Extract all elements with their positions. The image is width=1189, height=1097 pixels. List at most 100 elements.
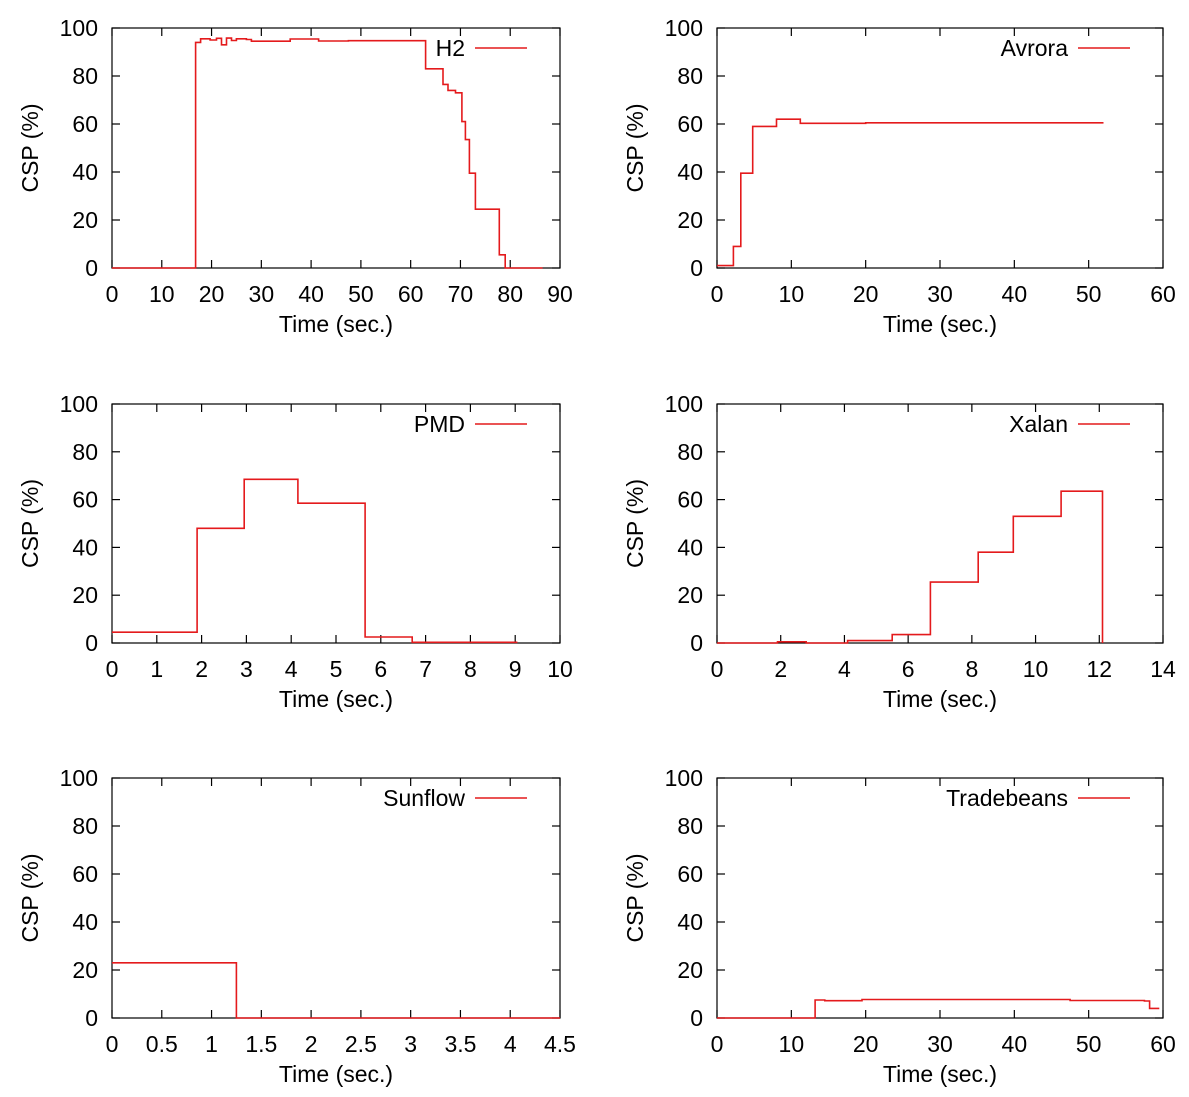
y-tick-label: 40 <box>72 909 98 935</box>
plot-frame <box>716 777 1164 1019</box>
chart-panel-4: 0 20 40 60 80 100 0 2 4 6 8 10 12 14 Time (sec.) CSP (%… <box>622 391 1176 712</box>
plot-frame <box>111 27 561 269</box>
chart-panel-6: 0 20 40 60 80 100 0 10 20 30 40 50 60 Time (sec.) CSP … <box>622 765 1176 1087</box>
series-line-xalan <box>717 490 1104 644</box>
x-tick-label: 7 <box>419 656 432 682</box>
plot-frame <box>111 403 561 644</box>
x-tick-label: 10 <box>779 1031 805 1057</box>
x-tick-label: 40 <box>298 281 324 307</box>
x-tick-label: 8 <box>464 656 477 682</box>
y-tick-label: 0 <box>690 1005 703 1031</box>
plot-frame <box>716 27 1164 269</box>
y-tick-label: 60 <box>72 487 98 513</box>
y-axis-label: CSP (%) <box>17 853 43 942</box>
legend-label: H2 <box>436 35 465 61</box>
x-tick-label: 4 <box>838 656 851 682</box>
x-tick-label: 2 <box>195 656 208 682</box>
y-tick-label: 80 <box>72 439 98 465</box>
x-tick-label: 90 <box>547 281 573 307</box>
chart-panel-1: 0 20 40 60 80 100 0 10 20 30 40 50 60 70 80 90 Time (sec… <box>17 15 573 337</box>
y-axis-label: CSP (%) <box>17 103 43 192</box>
x-tick-label: 6 <box>374 656 387 682</box>
y-tick-label: 80 <box>72 63 98 89</box>
y-tick-label: 100 <box>60 15 98 41</box>
x-tick-label: 30 <box>927 281 953 307</box>
x-tick-label: 10 <box>779 281 805 307</box>
x-tick-label: 1 <box>150 656 163 682</box>
x-tick-label: 0 <box>106 656 119 682</box>
legend-label: Tradebeans <box>946 785 1068 811</box>
y-tick-label: 60 <box>72 861 98 887</box>
x-tick-label: 30 <box>249 281 275 307</box>
x-tick-label: 1 <box>205 1031 218 1057</box>
y-tick-label: 0 <box>690 255 703 281</box>
x-tick-label: 0 <box>711 281 724 307</box>
x-axis-label: Time (sec.) <box>883 1061 997 1087</box>
y-axis-label: CSP (%) <box>622 853 648 942</box>
series-line-sunflow <box>112 962 560 1019</box>
x-tick-label: 0 <box>711 656 724 682</box>
plot-frame <box>111 777 561 1019</box>
x-tick-label: 0 <box>711 1031 724 1057</box>
x-tick-label: 10 <box>149 281 175 307</box>
x-tick-label: 9 <box>509 656 522 682</box>
y-tick-label: 60 <box>677 861 703 887</box>
x-tick-label: 40 <box>1002 281 1028 307</box>
y-axis-label: CSP (%) <box>622 479 648 568</box>
x-tick-label: 14 <box>1150 656 1176 682</box>
y-tick-label: 40 <box>677 159 703 185</box>
x-tick-label: 0 <box>106 281 119 307</box>
y-tick-label: 20 <box>677 207 703 233</box>
legend-label: PMD <box>414 411 465 437</box>
y-tick-label: 100 <box>60 391 98 417</box>
x-tick-label: 1.5 <box>245 1031 277 1057</box>
y-axis-label: CSP (%) <box>622 103 648 192</box>
x-tick-label: 0 <box>106 1031 119 1057</box>
y-tick-label: 100 <box>665 15 703 41</box>
series-line-h2 <box>112 37 543 269</box>
x-tick-label: 30 <box>927 1031 953 1057</box>
y-tick-label: 0 <box>85 255 98 281</box>
y-tick-label: 20 <box>72 207 98 233</box>
x-tick-label: 4 <box>504 1031 517 1057</box>
y-tick-label: 80 <box>677 439 703 465</box>
x-tick-label: 40 <box>1002 1031 1028 1057</box>
series-line-pmd <box>112 478 518 644</box>
y-tick-label: 60 <box>677 487 703 513</box>
x-tick-label: 6 <box>902 656 915 682</box>
y-tick-label: 20 <box>72 957 98 983</box>
y-tick-label: 0 <box>85 630 98 656</box>
y-tick-label: 40 <box>72 159 98 185</box>
x-tick-label: 20 <box>853 281 879 307</box>
y-tick-label: 40 <box>677 534 703 560</box>
chart-panel-2: 0 20 40 60 80 100 0 10 20 30 40 50 60 Time (sec.) CSP … <box>622 15 1176 337</box>
x-tick-label: 60 <box>398 281 424 307</box>
x-tick-label: 10 <box>1023 656 1049 682</box>
x-tick-label: 20 <box>853 1031 879 1057</box>
y-tick-label: 100 <box>665 765 703 791</box>
x-tick-label: 8 <box>965 656 978 682</box>
x-tick-label: 50 <box>348 281 374 307</box>
y-tick-label: 20 <box>677 957 703 983</box>
x-tick-label: 50 <box>1076 1031 1102 1057</box>
legend-label: Xalan <box>1009 411 1068 437</box>
x-tick-label: 80 <box>497 281 523 307</box>
x-tick-label: 4.5 <box>544 1031 576 1057</box>
y-axis-label: CSP (%) <box>17 479 43 568</box>
x-tick-label: 10 <box>547 656 573 682</box>
y-tick-label: 60 <box>677 111 703 137</box>
y-tick-label: 80 <box>72 813 98 839</box>
x-tick-label: 2 <box>774 656 787 682</box>
x-axis-label: Time (sec.) <box>279 686 393 712</box>
x-axis-label: Time (sec.) <box>883 311 997 337</box>
x-axis-label: Time (sec.) <box>279 311 393 337</box>
y-tick-label: 20 <box>72 582 98 608</box>
x-tick-label: 12 <box>1086 656 1112 682</box>
x-tick-label: 0.5 <box>146 1031 178 1057</box>
plot-frame <box>716 403 1164 644</box>
y-tick-label: 0 <box>690 630 703 656</box>
x-tick-label: 5 <box>330 656 343 682</box>
x-tick-label: 2 <box>305 1031 318 1057</box>
x-tick-label: 2.5 <box>345 1031 377 1057</box>
